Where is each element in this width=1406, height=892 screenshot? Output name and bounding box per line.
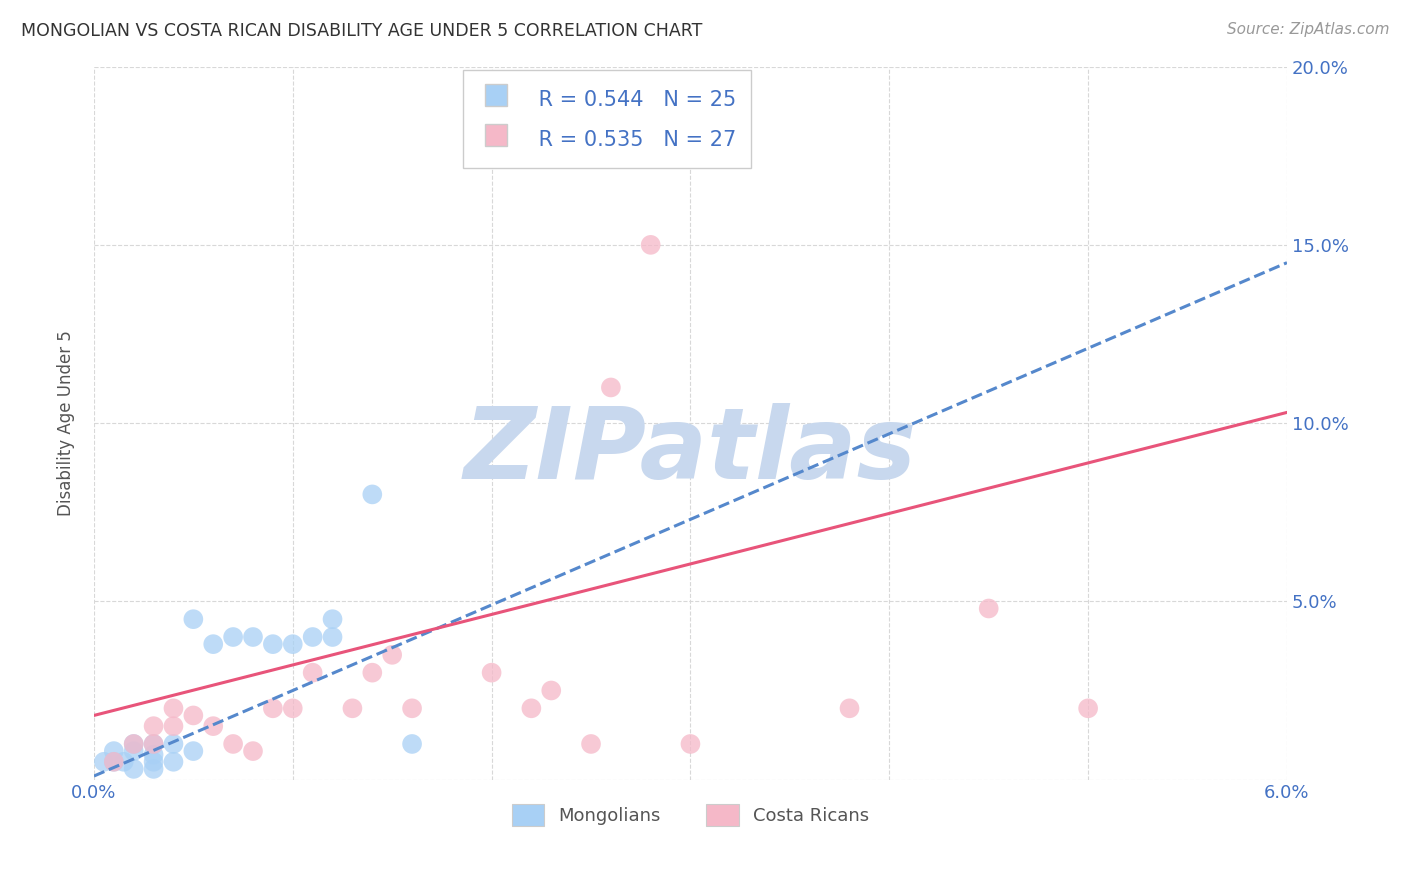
Point [301, 630, 323, 644]
Point [112, 755, 135, 769]
Point [301, 665, 323, 680]
Point [242, 744, 264, 758]
Point [381, 648, 404, 662]
Point [103, 755, 125, 769]
Point [322, 630, 344, 644]
Point [103, 755, 125, 769]
Point [93, 755, 115, 769]
Point [122, 744, 145, 758]
Point [122, 762, 145, 776]
Point [262, 701, 284, 715]
Point [481, 665, 503, 680]
Point [1077, 701, 1099, 715]
Point [183, 744, 205, 758]
Point [142, 755, 165, 769]
Point [162, 755, 184, 769]
Point [162, 701, 184, 715]
Point [142, 719, 165, 733]
Point [838, 701, 860, 715]
Legend: Mongolians, Costa Ricans: Mongolians, Costa Ricans [503, 795, 879, 835]
Point [142, 762, 165, 776]
Point [579, 737, 602, 751]
Point [222, 737, 245, 751]
Point [679, 737, 702, 751]
Point [361, 487, 384, 501]
Point [122, 737, 145, 751]
Text: Source: ZipAtlas.com: Source: ZipAtlas.com [1226, 22, 1389, 37]
Point [183, 708, 205, 723]
Point [103, 744, 125, 758]
Point [162, 737, 184, 751]
Point [202, 719, 225, 733]
Point [222, 630, 245, 644]
Text: ZIPatlas: ZIPatlas [464, 403, 917, 500]
Point [142, 737, 165, 751]
Point [322, 612, 344, 626]
Point [540, 683, 562, 698]
Text: MONGOLIAN VS COSTA RICAN DISABILITY AGE UNDER 5 CORRELATION CHART: MONGOLIAN VS COSTA RICAN DISABILITY AGE … [21, 22, 703, 40]
Point [600, 380, 623, 394]
Y-axis label: Disability Age Under 5: Disability Age Under 5 [58, 330, 75, 516]
Point [162, 719, 184, 733]
Point [122, 737, 145, 751]
Point [342, 701, 364, 715]
Point [640, 237, 662, 252]
Point [361, 665, 384, 680]
Point [281, 637, 304, 651]
Point [242, 630, 264, 644]
Point [401, 737, 423, 751]
Point [142, 737, 165, 751]
Point [520, 701, 543, 715]
Point [977, 601, 1000, 615]
Point [183, 612, 205, 626]
Point [142, 747, 165, 762]
Point [281, 701, 304, 715]
Point [401, 701, 423, 715]
Point [202, 637, 225, 651]
Point [262, 637, 284, 651]
